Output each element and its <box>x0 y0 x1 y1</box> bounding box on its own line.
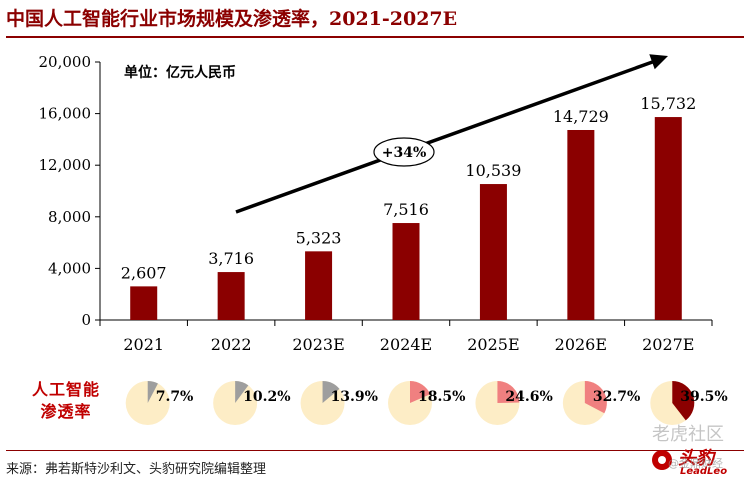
x-tick-label: 2022 <box>211 335 252 354</box>
x-tick-label: 2027E <box>642 335 694 354</box>
y-tick-label: 4,000 <box>48 259 91 277</box>
penetration-value-label: 24.6% <box>505 389 552 405</box>
bar-chart: 0 4,000 8,000 12,000 16,000 20,000 2,607 2021 3,… <box>39 53 728 425</box>
watermark-text: 老虎社区 <box>652 424 724 445</box>
penetration-pie-slice <box>410 381 431 403</box>
x-tick-label: 2023E <box>292 335 344 354</box>
penetration-pie-slice <box>672 381 695 421</box>
unit-label: 单位：亿元人民币 <box>124 64 236 81</box>
source-note: 来源：弗若斯特沙利文、头豹研究院编辑整理 <box>6 462 267 477</box>
data-label: 3,716 <box>208 249 254 268</box>
x-tick-label: 2021 <box>123 335 164 354</box>
penetration-pie-slice <box>497 381 520 403</box>
logo-text: 头豹 <box>678 448 714 469</box>
title-divider <box>6 36 744 38</box>
penetration-value-label: 10.2% <box>243 389 290 405</box>
y-tick-label: 20,000 <box>39 53 92 71</box>
bar <box>305 251 333 320</box>
penetration-pie-slice <box>235 381 249 403</box>
penetration-value-label: 18.5% <box>418 389 465 405</box>
growth-arrow-head <box>649 54 668 70</box>
bar <box>392 223 420 320</box>
penetration-value-label: 39.5% <box>680 389 727 405</box>
penetration-label: 人工智能渗透率 <box>31 380 100 421</box>
chart-title: 中国人工智能行业市场规模及渗透率，2021-2027E <box>6 8 458 30</box>
data-label: 15,732 <box>640 94 696 113</box>
cagr-bubble <box>373 137 435 167</box>
penetration-value-label: 32.7% <box>593 389 640 405</box>
data-label: 5,323 <box>296 228 342 247</box>
bar <box>567 129 595 320</box>
data-label: 2,607 <box>121 263 167 282</box>
footer-divider <box>6 450 744 451</box>
penetration-pie-slice <box>322 381 340 403</box>
logo-subtext: LeadLeo <box>680 466 728 477</box>
x-tick-label: 2024E <box>380 335 432 354</box>
x-tick-label: 2026E <box>555 335 607 354</box>
bar <box>217 272 245 320</box>
data-label: 7,516 <box>383 200 429 219</box>
y-tick-label: 12,000 <box>39 156 92 174</box>
y-tick-label: 16,000 <box>39 105 92 123</box>
penetration-pie-slice <box>147 381 158 403</box>
y-tick-label: 8,000 <box>48 208 91 226</box>
growth-arrow <box>235 58 659 214</box>
penetration-pie-slice <box>584 381 607 414</box>
watermark-subtext: @金鼎财经 <box>668 457 723 470</box>
cagr-label: +34% <box>382 145 427 161</box>
y-tick-label: 0 <box>81 311 91 329</box>
bar <box>479 184 507 320</box>
leadleo-logo-icon <box>652 450 672 470</box>
bar <box>654 117 682 321</box>
bar <box>130 286 158 320</box>
penetration-value-label: 13.9% <box>331 389 378 405</box>
penetration-value-label: 7.7% <box>156 389 194 405</box>
x-tick-label: 2025E <box>467 335 519 354</box>
data-label: 10,539 <box>465 161 521 180</box>
data-label: 14,729 <box>553 107 609 126</box>
